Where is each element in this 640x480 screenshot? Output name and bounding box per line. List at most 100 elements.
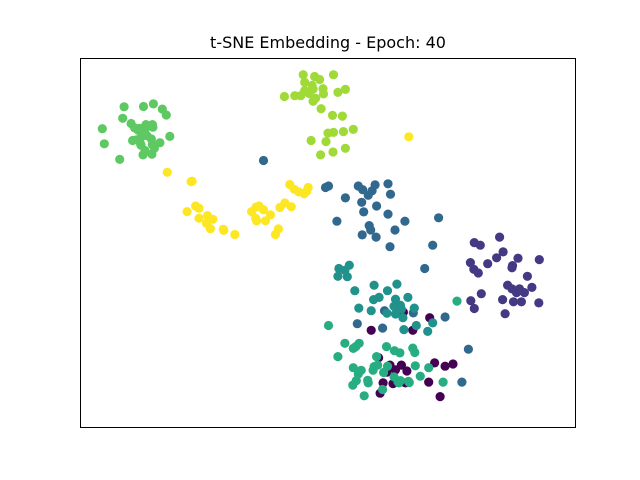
- scatter-point: [357, 230, 367, 240]
- scatter-point: [251, 213, 261, 223]
- scatter-point: [483, 259, 493, 269]
- scatter-point: [298, 70, 308, 80]
- scatter-point: [383, 209, 393, 219]
- scatter-point: [369, 280, 379, 290]
- scatter-point: [328, 127, 339, 137]
- scatter-point: [410, 361, 420, 371]
- scatter-point: [395, 348, 405, 358]
- scatter-point: [286, 202, 296, 212]
- scatter-point: [527, 282, 537, 292]
- chart-title: t-SNE Embedding - Epoch: 40: [210, 33, 446, 52]
- scatter-point: [366, 325, 376, 335]
- scatter-point: [131, 135, 142, 145]
- scatter-point: [440, 312, 450, 322]
- scatter-point: [498, 247, 508, 257]
- scatter-point: [383, 179, 393, 189]
- scatter-point: [219, 225, 229, 235]
- scatter-point: [363, 190, 373, 200]
- scatter-point: [359, 391, 369, 401]
- scatter-point: [138, 101, 149, 112]
- scatter-point: [119, 102, 129, 112]
- scatter-point: [409, 303, 419, 313]
- scatter-point: [404, 377, 414, 388]
- scatter-point: [410, 347, 420, 358]
- scatter-point: [516, 297, 527, 307]
- series-1: [465, 232, 544, 319]
- scatter-point: [466, 296, 476, 306]
- scatter-point: [424, 363, 434, 373]
- scatter-point: [473, 268, 483, 278]
- scatter-point: [306, 135, 316, 146]
- scatter-point: [348, 124, 358, 134]
- scatter-point: [299, 189, 309, 199]
- scatter-point: [514, 284, 525, 294]
- scatter-point: [424, 377, 434, 387]
- scatter-point: [366, 306, 376, 316]
- series-5: [97, 99, 175, 164]
- scatter-point: [382, 286, 393, 296]
- scatter-point: [403, 292, 413, 302]
- scatter-point: [398, 313, 408, 323]
- scatter-point: [148, 99, 158, 109]
- scatter-point: [155, 138, 165, 148]
- series-6: [279, 70, 358, 160]
- scatter-point: [434, 213, 444, 223]
- plot-frame: [80, 58, 576, 428]
- scatter-point: [300, 77, 310, 87]
- scatter-point: [260, 216, 271, 226]
- scatter-point: [420, 263, 430, 274]
- scatter-point: [290, 91, 300, 101]
- scatter-point: [368, 365, 378, 375]
- scatter-point: [279, 91, 289, 102]
- scatter-point: [165, 131, 175, 141]
- scatter-point: [492, 253, 502, 263]
- scatter-point: [372, 352, 382, 362]
- scatter-point: [385, 242, 395, 252]
- scatter-point: [500, 309, 510, 319]
- scatter-point: [440, 361, 450, 371]
- scatter-point: [372, 201, 382, 211]
- scatter-point: [340, 143, 350, 153]
- scatter-point: [495, 232, 505, 242]
- scatter-point: [230, 229, 240, 240]
- scatter-point: [359, 207, 369, 217]
- scatter-point: [328, 147, 338, 157]
- scatter-point: [316, 104, 326, 114]
- scatter-point: [463, 344, 473, 354]
- scatter-point: [340, 84, 350, 94]
- scatter-point: [182, 207, 192, 217]
- scatter-point: [315, 74, 325, 85]
- scatter-point: [390, 225, 400, 235]
- scatter-point: [97, 124, 107, 134]
- scatter-point: [534, 255, 544, 265]
- series-3: [333, 260, 438, 336]
- scatter-point: [187, 176, 197, 186]
- scatter-point: [423, 326, 433, 336]
- scatter-point: [378, 384, 388, 395]
- scatter-point: [378, 378, 388, 388]
- scatter-point: [382, 308, 392, 318]
- scatter-point: [162, 167, 172, 177]
- scatter-point: [327, 110, 338, 120]
- scatter-point: [348, 343, 358, 353]
- scatter-point: [435, 392, 445, 402]
- scatter-point: [318, 89, 329, 99]
- scatter-point: [452, 296, 462, 306]
- scatter-point: [534, 298, 544, 308]
- scatter-point: [381, 342, 392, 352]
- scatter-point: [476, 289, 486, 299]
- scatter-point: [390, 365, 401, 375]
- scatter-point: [118, 113, 128, 123]
- scatter-point: [333, 87, 343, 97]
- scatter-point: [396, 304, 406, 314]
- scatter-point: [353, 369, 363, 379]
- scatter-point: [289, 184, 299, 194]
- series-7: [162, 132, 414, 240]
- scatter-point: [522, 271, 533, 281]
- scatter-point: [378, 323, 388, 333]
- scatter-point: [457, 377, 467, 387]
- scatter-point: [161, 110, 171, 120]
- points-layer: [97, 70, 544, 402]
- scatter-point: [353, 181, 363, 191]
